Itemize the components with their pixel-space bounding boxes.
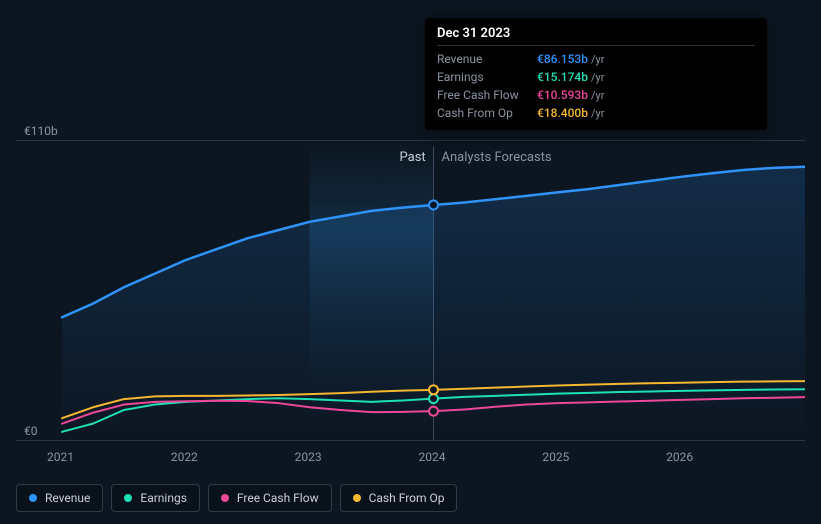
x-axis-label: 2025 (542, 450, 569, 464)
legend-item-label: Earnings (140, 491, 187, 505)
tooltip-row-label: Revenue (437, 52, 537, 66)
tooltip-row-value: €18.400b (537, 106, 588, 120)
legend-item[interactable]: Revenue (16, 484, 103, 512)
legend-item-label: Revenue (45, 491, 90, 505)
tooltip-row-value: €15.174b (537, 70, 588, 84)
tooltip-row-label: Free Cash Flow (437, 88, 537, 102)
forecast-label: Analysts Forecasts (442, 150, 552, 165)
x-axis-label: 2021 (47, 450, 74, 464)
legend-dot-icon (29, 494, 37, 502)
tooltip-row-unit: /yr (591, 89, 604, 102)
tooltip-row: Earnings€15.174b/yr (437, 68, 755, 86)
legend-dot-icon (353, 494, 361, 502)
chart-container: €110b€0 Past Analysts Forecasts 20212022… (16, 0, 805, 524)
tooltip-row-label: Cash From Op (437, 106, 537, 120)
legend-item[interactable]: Cash From Op (340, 484, 458, 512)
tooltip-row-unit: /yr (591, 107, 604, 120)
tooltip-row: Cash From Op€18.400b/yr (437, 104, 755, 122)
legend-dot-icon (124, 494, 132, 502)
legend-item-label: Free Cash Flow (237, 491, 319, 505)
x-axis-label: 2023 (295, 450, 322, 464)
past-label: Past (400, 150, 426, 165)
legend: Revenue Earnings Free Cash Flow Cash From O… (16, 484, 457, 512)
legend-item-label: Cash From Op (369, 491, 445, 505)
x-axis-label: 2026 (666, 450, 693, 464)
x-axis-label: 2024 (419, 450, 446, 464)
tooltip-row-unit: /yr (591, 53, 604, 66)
tooltip: Dec 31 2023 Revenue€86.153b/yrEarnings€1… (425, 18, 767, 130)
x-axis-label: 2022 (171, 450, 198, 464)
tooltip-row-unit: /yr (591, 71, 604, 84)
tooltip-row-value: €10.593b (537, 88, 588, 102)
tooltip-date: Dec 31 2023 (437, 26, 755, 46)
tooltip-row: Free Cash Flow€10.593b/yr (437, 86, 755, 104)
legend-item[interactable]: Free Cash Flow (208, 484, 332, 512)
tooltip-row: Revenue€86.153b/yr (437, 50, 755, 68)
tooltip-row-value: €86.153b (537, 52, 588, 66)
legend-dot-icon (221, 494, 229, 502)
tooltip-row-label: Earnings (437, 70, 537, 84)
legend-item[interactable]: Earnings (111, 484, 200, 512)
